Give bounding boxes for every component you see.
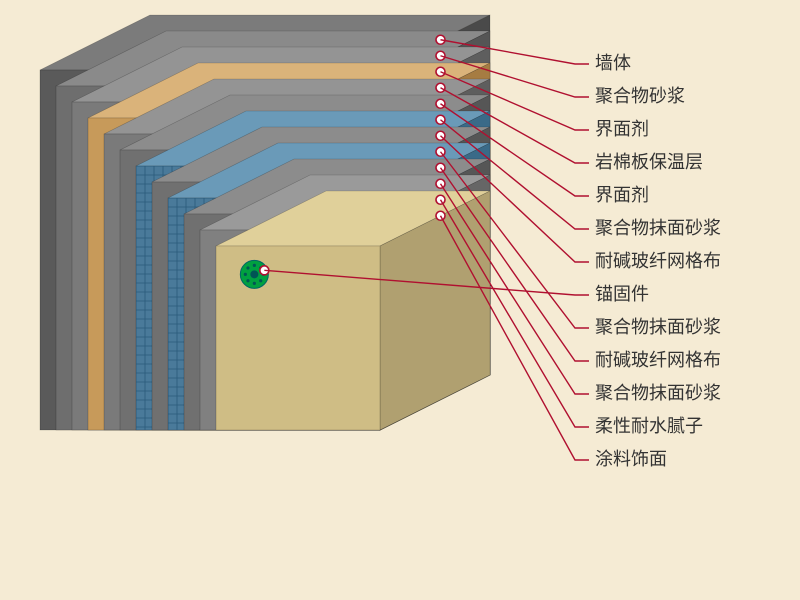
layer-label: 聚合物抹面砂浆 [595,318,721,336]
layer-label: 锚固件 [595,285,649,303]
layer-label: 涂料饰面 [595,450,667,468]
layer-label: 耐碱玻纤网格布 [595,252,721,270]
layer-label: 岩棉板保温层 [595,153,703,171]
layer-label: 柔性耐水腻子 [595,417,703,435]
layer-label: 界面剂 [595,120,649,138]
layer-label: 聚合物抹面砂浆 [595,384,721,402]
layer-label: 界面剂 [595,186,649,204]
layer-label: 聚合物砂浆 [595,87,685,105]
layer-label: 聚合物抹面砂浆 [595,219,721,237]
layer-label: 墙体 [595,54,631,72]
layer-label: 耐碱玻纤网格布 [595,351,721,369]
